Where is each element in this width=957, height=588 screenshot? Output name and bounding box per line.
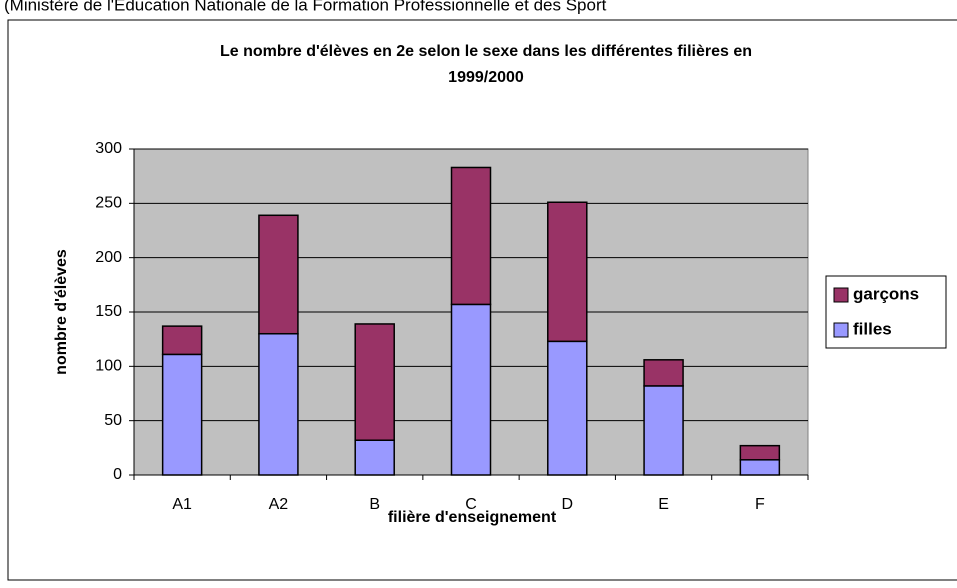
- x-tick-label: F: [755, 496, 765, 513]
- y-axis-title: nombre d'élèves: [53, 249, 70, 375]
- y-tick-label: 50: [104, 412, 122, 429]
- y-tick-label: 300: [95, 140, 122, 157]
- bar-segment: [739, 444, 781, 461]
- legend-label: filles: [853, 319, 892, 338]
- bar-segment: [354, 439, 395, 476]
- chart-title: Le nombre d'élèves en 2e selon le sexe d…: [220, 43, 752, 60]
- bar-segment: [547, 340, 588, 476]
- chart-title: 1999/2000: [448, 69, 524, 86]
- y-tick-label: 250: [95, 195, 122, 212]
- legend-swatch: [833, 287, 849, 303]
- bar-segment: [450, 303, 492, 476]
- x-tick-label: A1: [172, 496, 192, 513]
- y-tick-label: 100: [95, 358, 122, 375]
- bar-segment: [354, 323, 395, 441]
- y-tick-label: 150: [95, 303, 122, 320]
- x-tick-label: B: [369, 496, 380, 513]
- x-tick-label: A2: [269, 496, 289, 513]
- bar-segment: [643, 359, 684, 387]
- x-tick-label: E: [658, 496, 669, 513]
- bar-segment: [450, 166, 492, 306]
- x-tick-label: D: [562, 496, 574, 513]
- bar-segment: [161, 325, 203, 356]
- bar-segment: [643, 385, 684, 476]
- y-tick-label: 0: [113, 466, 122, 483]
- legend-swatch: [833, 322, 849, 338]
- y-tick-label: 200: [95, 249, 122, 266]
- legend-label: garçons: [853, 284, 919, 303]
- x-tick-label: C: [465, 496, 477, 513]
- x-axis-title: filière d'enseignement: [388, 509, 557, 526]
- source-note: (Ministère de l'Education Nationale de l…: [4, 0, 607, 14]
- bar-segment: [258, 214, 299, 335]
- bar-segment: [739, 459, 781, 476]
- bar-segment: [547, 201, 588, 343]
- bar-segment: [161, 353, 203, 476]
- bar-segment: [258, 332, 299, 476]
